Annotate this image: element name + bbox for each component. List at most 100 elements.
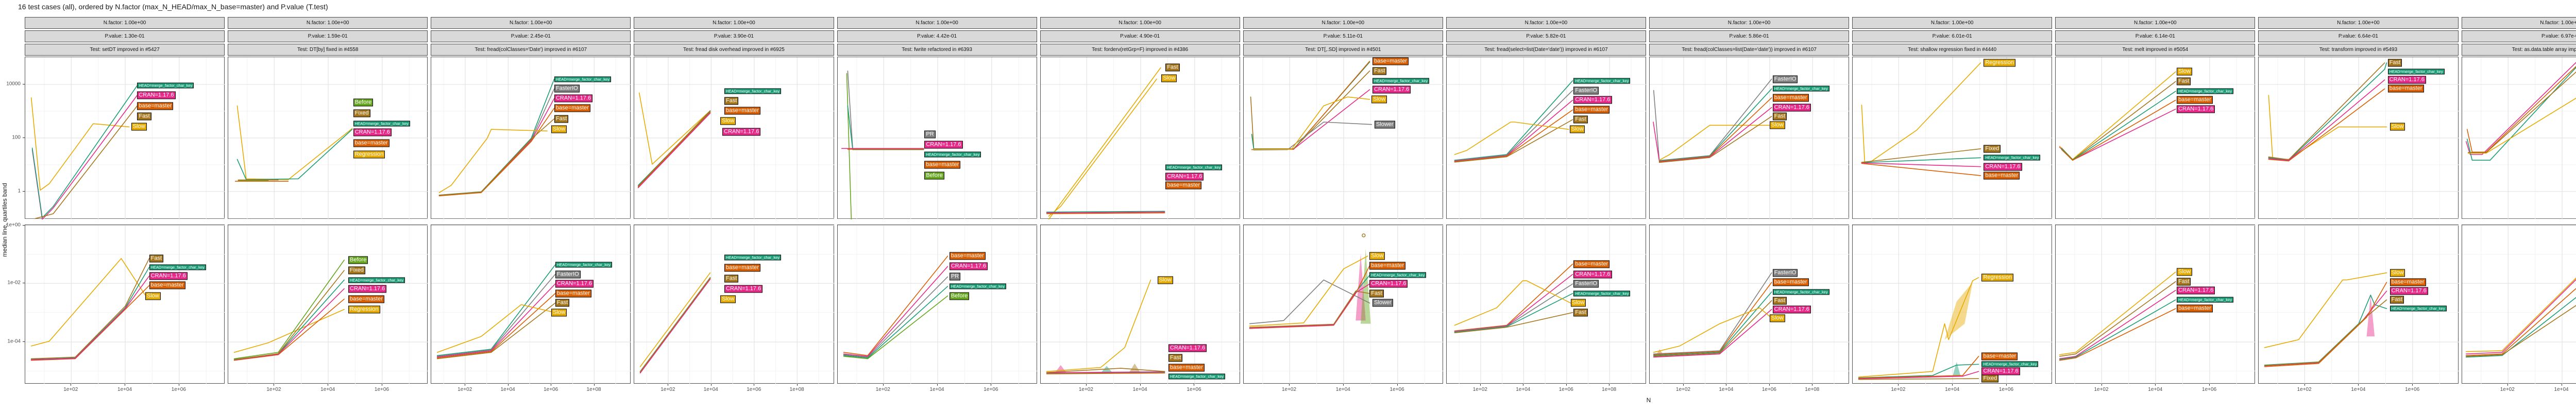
- facet-strip-test: Test: DT[by] fixed in #4558: [228, 44, 428, 56]
- chart-title: 16 test cases (all), ordered by N.factor…: [18, 3, 328, 11]
- series-line-teal: [2467, 65, 2576, 160]
- facet-strip-test: Test: melt improved in #5054: [2055, 44, 2255, 56]
- x-tick-label: 1e+04: [320, 387, 335, 392]
- x-tick-label: 1e+04: [2554, 387, 2569, 392]
- series-line-gold: [1046, 280, 1150, 372]
- x-axis-label: N: [1623, 397, 1674, 404]
- panel-seconds-1: FastHEAD=merge_factor_char_keyCRAN=1.17.…: [25, 225, 225, 384]
- facet-strip-pvalue: P.value: 2.45e-01: [431, 30, 631, 42]
- x-tick-label: 1e+02: [876, 387, 890, 392]
- facet-strip-test: Test: transform improved in #5493: [2258, 44, 2458, 56]
- benchmark-facet-chart: 16 test cases (all), ordered by N.factor…: [0, 0, 2576, 412]
- facet-strip-pvalue: P.value: 5.82e-01: [1446, 30, 1646, 42]
- facet-strip-pvalue: P.value: 1.30e-01: [25, 30, 225, 42]
- series-line-teal: [2062, 91, 2176, 160]
- series-line-orange: [638, 112, 710, 187]
- x-tick-mark: [1480, 384, 1481, 386]
- series-line-teal: [238, 129, 352, 180]
- y-tick-label: 100: [1, 134, 21, 140]
- series-line-gray: [1654, 91, 1659, 160]
- y-tick-mark: [23, 225, 25, 226]
- series-line-teal: [32, 85, 138, 218]
- panel-kilobytes-3: HEAD=merge_factor_char_keyFasterIOCRAN=1…: [431, 57, 631, 219]
- x-tick-label: 1e+06: [1390, 387, 1404, 392]
- panel-seconds-6: SlowCRAN=1.17.6Fastbase=masterHEAD=merge…: [1040, 225, 1240, 384]
- series-line-teal: [1253, 62, 1369, 149]
- series-line-orange: [2269, 89, 2385, 161]
- series-line-brown: [1659, 116, 1772, 162]
- facet-strip-nfactor: N.factor: 1.00e+00: [634, 17, 834, 29]
- facet-strip-nfactor: N.factor: 1.00e+00: [2462, 17, 2576, 29]
- panel-kilobytes-13: CRAN=1.17.6Fastbase=masterHEAD=merge_fac…: [2462, 57, 2576, 219]
- series-line-magenta: [2466, 60, 2576, 154]
- panel-kilobytes-6: FastSlowHEAD=merge_factor_char_keyCRAN=1…: [1040, 57, 1240, 219]
- x-tick-mark: [1898, 384, 1899, 386]
- series-line-gold: [31, 98, 129, 191]
- x-tick-mark: [1140, 384, 1141, 386]
- series-line-gold: [1862, 63, 1981, 162]
- series-line-gray: [437, 274, 555, 356]
- y-tick-label: 1e-02: [1, 280, 21, 286]
- series-line-teal: [1454, 294, 1572, 332]
- series-line-orange: [1251, 61, 1369, 150]
- series-line-magenta: [2269, 80, 2385, 161]
- series-line-orange: [234, 299, 344, 360]
- x-tick-label: 1e+02: [63, 387, 78, 392]
- x-tick-label: 1e+08: [1602, 387, 1616, 392]
- panel-kilobytes-8: HEAD=merge_factor_char_keyFasterIOCRAN=1…: [1446, 57, 1646, 219]
- series-line-magenta: [1654, 310, 1772, 357]
- y-tick-label: 1e-04: [1, 339, 21, 345]
- series-line-magenta: [1253, 90, 1369, 149]
- x-tick-label: 1e+06: [1559, 387, 1573, 392]
- x-tick-label: 1e+06: [172, 387, 186, 392]
- x-tick-label: 1e+04: [501, 387, 515, 392]
- quartile-band: [1953, 362, 1961, 376]
- series-line-magenta: [439, 98, 554, 195]
- y-tick-mark: [23, 341, 25, 342]
- series-line-orange: [1859, 356, 1979, 378]
- facet-strip-pvalue: P.value: 5.86e-01: [1649, 30, 1849, 42]
- x-tick-label: 1e+08: [790, 387, 804, 392]
- x-tick-label: 1e+02: [266, 387, 281, 392]
- x-tick-label: 1e+04: [1945, 387, 1959, 392]
- x-tick-label: 1e+04: [1719, 387, 1733, 392]
- series-line-gold: [1859, 278, 1979, 377]
- series-line-magenta: [640, 279, 710, 373]
- facet-strip-test: Test: setDT improved in #5427: [25, 44, 225, 56]
- series-line-teal: [2466, 293, 2576, 357]
- facet-strip-pvalue: P.value: 4.90e-01: [1040, 30, 1240, 42]
- y-tick-label: 1: [1, 188, 21, 194]
- facet-strip-pvalue: P.value: 4.42e-01: [837, 30, 1037, 42]
- x-tick-label: 1e+06: [1999, 387, 2013, 392]
- series-line-magenta: [1249, 284, 1369, 328]
- series-line-orange: [2062, 100, 2176, 160]
- panel-kilobytes-2: BeforeFixedHEAD=merge_factor_char_keyCRA…: [228, 57, 428, 219]
- panel-kilobytes-10: RegressionFixedHEAD=merge_factor_char_ke…: [1852, 57, 2052, 219]
- facet-strip-nfactor: N.factor: 1.00e+00: [2258, 17, 2458, 29]
- series-line-teal: [848, 106, 923, 150]
- series-line-magenta: [843, 266, 947, 356]
- x-tick-label: 1e+06: [747, 387, 761, 392]
- facet-strip-test: Test: as.data.table array improved in #7…: [2462, 44, 2576, 56]
- panel-kilobytes-11: SlowFastHEAD=merge_factor_char_keybase=m…: [2055, 57, 2255, 219]
- panel-kilobytes-12: FastHEAD=merge_factor_char_keyCRAN=1.17.…: [2258, 57, 2458, 219]
- x-tick-label: 1e+04: [1133, 387, 1147, 392]
- facet-strip-test: Test: shallow regression fixed in #4440: [1852, 44, 2052, 56]
- x-tick-label: 1e+02: [1282, 387, 1296, 392]
- facet-strip-nfactor: N.factor: 1.00e+00: [1649, 17, 1849, 29]
- panel-seconds-5: base=masterCRAN=1.17.6PRHEAD=merge_facto…: [837, 225, 1037, 384]
- panel-kilobytes-9: FasterIOHEAD=merge_factor_char_keybase=m…: [1649, 57, 1849, 219]
- facet-strip-pvalue: P.value: 6.14e-01: [2055, 30, 2255, 42]
- facet-strip-test: Test: fread(select=list(Date='date')) im…: [1446, 44, 1646, 56]
- facet-strip-test: Test: fread disk overhead improved in #6…: [634, 44, 834, 56]
- panel-seconds-7: Slowbase=masterHEAD=merge_factor_char_ke…: [1243, 225, 1443, 384]
- series-line-gold: [2060, 272, 2176, 355]
- x-tick-label: 1e+04: [930, 387, 944, 392]
- x-tick-label: 1e+02: [660, 387, 675, 392]
- series-line-magenta: [2060, 109, 2176, 160]
- series-line-orange: [1454, 110, 1572, 161]
- panel-seconds-8: base=masterCRAN=1.17.6FasterIOHEAD=merge…: [1446, 225, 1646, 384]
- series-line-brown: [1454, 119, 1572, 162]
- series-line-teal: [2269, 63, 2387, 160]
- panel-seconds-9: FasterIObase=masterHEAD=merge_factor_cha…: [1649, 225, 1849, 384]
